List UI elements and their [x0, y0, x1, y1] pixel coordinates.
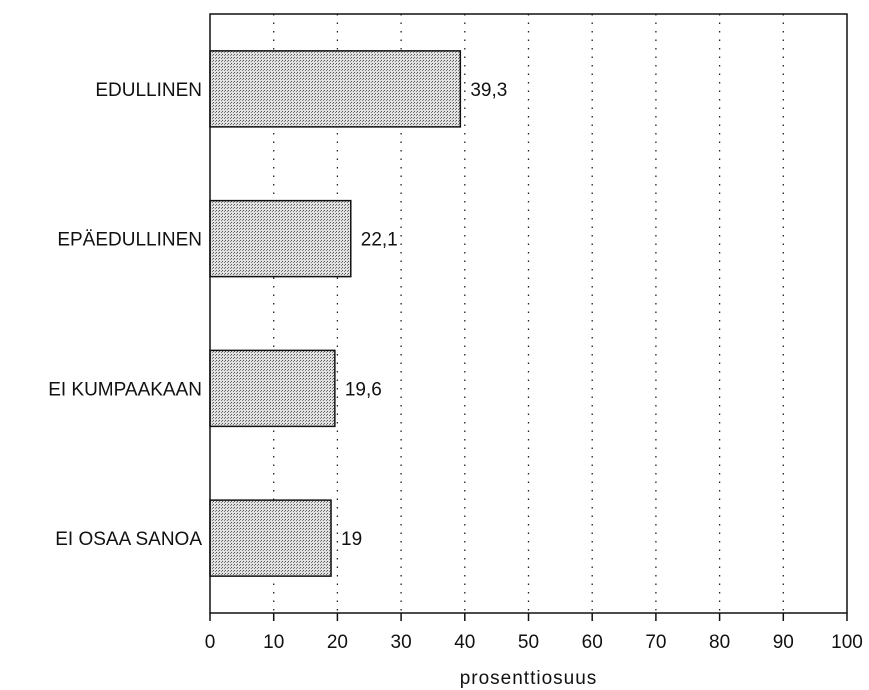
bar [209, 199, 352, 278]
x-tick-label: 50 [518, 632, 539, 653]
x-tick-label: 100 [831, 632, 863, 653]
bar [209, 349, 336, 428]
category-label: EI OSAA SANOA [55, 529, 202, 550]
value-label: 19,6 [345, 379, 382, 400]
value-label: 22,1 [361, 230, 398, 251]
category-labels: EDULLINEN EPÄEDULLINEN EI KUMPAAKAAN EI OSA… [48, 80, 202, 550]
x-tick-label: 0 [205, 632, 216, 653]
x-tick-label: 10 [263, 632, 284, 653]
value-labels: 39,3 22,1 19,6 19 [341, 80, 507, 550]
category-label: EPÄEDULLINEN [57, 230, 202, 251]
x-tick-label: 80 [709, 632, 730, 653]
bar [209, 50, 462, 128]
x-tick-label: 40 [454, 632, 475, 653]
x-tick-label: 70 [645, 632, 666, 653]
x-tick-label: 90 [773, 632, 794, 653]
category-label: EDULLINEN [95, 80, 202, 101]
x-tick-label: 20 [327, 632, 348, 653]
x-axis-title: prosenttiosuus [460, 668, 598, 689]
x-tick-label: 30 [391, 632, 412, 653]
x-tick-label: 60 [582, 632, 603, 653]
value-label: 39,3 [470, 80, 507, 101]
category-label: EI KUMPAAKAAN [48, 379, 202, 400]
value-label: 19 [341, 529, 362, 550]
bars [209, 50, 462, 577]
x-axis-ticks: 0 10 20 30 40 50 60 70 80 90 100 [205, 613, 863, 653]
bar [209, 499, 332, 577]
